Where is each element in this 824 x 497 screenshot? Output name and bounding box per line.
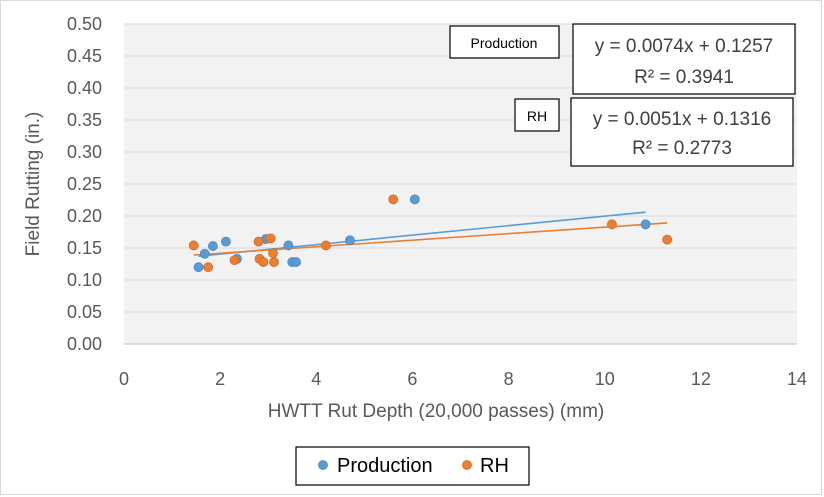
y-tick-label: 0.45	[67, 46, 102, 66]
data-point-rh	[203, 262, 214, 273]
x-tick-label: 10	[595, 369, 615, 389]
production-r-squared: R² = 0.3941	[634, 67, 734, 88]
y-axis-tick-labels: 0.00 0.05 0.10 0.15 0.20 0.25 0.30 0.35 0.40 0.45…	[67, 14, 102, 354]
data-point-production	[199, 248, 210, 259]
x-tick-label: 8	[504, 369, 514, 389]
production-equation-box	[572, 23, 796, 95]
production-tag-label: Production	[471, 35, 538, 51]
data-point-rh	[268, 248, 278, 259]
data-point-rh	[269, 257, 279, 267]
x-tick-label: 2	[215, 369, 225, 389]
data-point-rh	[662, 234, 673, 245]
data-point-production	[283, 240, 294, 251]
data-point-production	[221, 236, 231, 247]
rh-tag-box	[514, 98, 560, 132]
y-tick-label: 0.25	[67, 174, 102, 194]
data-point-rh	[253, 236, 264, 247]
data-point-rh	[188, 240, 199, 251]
rh-tag-label: RH	[527, 108, 547, 124]
y-tick-label: 0.40	[67, 78, 102, 98]
legend-label-production: Production	[337, 455, 433, 477]
legend	[295, 446, 530, 486]
x-tick-label: 6	[407, 369, 417, 389]
y-tick-label: 0.50	[67, 14, 102, 34]
x-tick-label: 0	[119, 369, 129, 389]
y-tick-label: 0.20	[67, 206, 102, 226]
y-axis-title: Field Rutting (in.)	[23, 112, 44, 257]
data-point-production	[345, 235, 355, 246]
rh-equation-box	[570, 97, 794, 167]
y-tick-label: 0.05	[67, 302, 102, 322]
production-tag-box	[449, 25, 560, 59]
legend-marker-production	[318, 460, 328, 470]
data-point-production	[409, 194, 420, 205]
data-points	[188, 194, 673, 273]
data-point-production	[193, 262, 204, 273]
data-point-rh	[320, 240, 331, 251]
rh-r-squared: R² = 0.2773	[632, 138, 732, 159]
y-tick-label: 0.10	[67, 270, 102, 290]
data-point-rh	[265, 233, 276, 244]
data-point-rh	[229, 255, 240, 266]
data-point-rh	[388, 194, 399, 205]
x-tick-label: 12	[691, 369, 711, 389]
y-tick-label: 0.30	[67, 142, 102, 162]
y-tick-label: 0.00	[67, 334, 102, 354]
rh-equation: y = 0.0051x + 0.1316	[593, 109, 772, 130]
data-point-production	[640, 219, 651, 230]
data-point-production	[291, 257, 301, 267]
y-tick-label: 0.15	[67, 238, 102, 258]
x-axis-tick-labels: 0 2 4 6 8 10 12 14	[119, 369, 807, 389]
legend-marker-rh	[462, 460, 472, 470]
data-point-rh	[258, 257, 269, 267]
y-tick-label: 0.35	[67, 110, 102, 130]
production-equation: y = 0.0074x + 0.1257	[595, 36, 774, 57]
legend-label-rh: RH	[480, 455, 509, 477]
data-point-production	[208, 241, 218, 251]
x-tick-label: 4	[311, 369, 321, 389]
x-tick-label: 14	[787, 369, 807, 389]
x-axis-title: HWTT Rut Depth (20,000 passes) (mm)	[268, 401, 604, 422]
data-point-rh	[607, 219, 617, 230]
